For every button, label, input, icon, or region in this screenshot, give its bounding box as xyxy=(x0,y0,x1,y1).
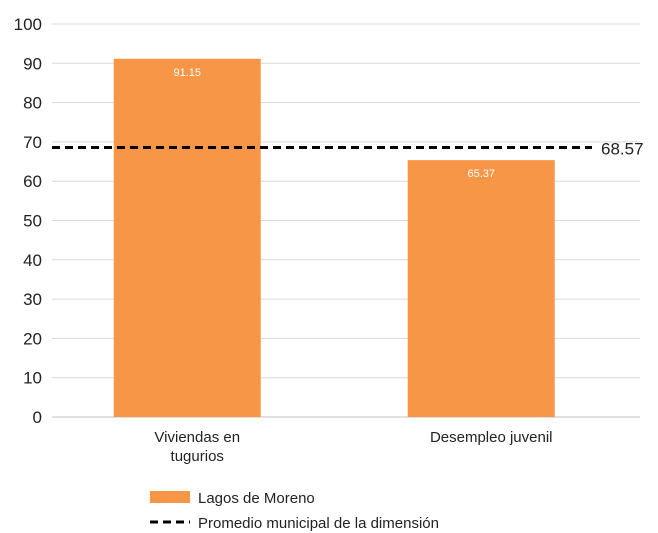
category-labels: Viviendas en tugurios Desempleo juvenil xyxy=(154,429,552,465)
legend-swatch-series xyxy=(150,491,190,503)
y-tick-label: 50 xyxy=(23,212,42,231)
bars xyxy=(113,58,555,418)
y-tick-label: 60 xyxy=(23,172,42,191)
y-tick-label: 70 xyxy=(23,133,42,152)
category-label: Viviendas en tugurios xyxy=(154,429,240,465)
legend: Lagos de Moreno Promedio municipal de la … xyxy=(150,490,439,532)
data-labels: 91.15 65.37 xyxy=(173,67,495,180)
reference-line-group: 68.57 xyxy=(52,140,644,159)
category-label: Desempleo juvenil xyxy=(430,429,553,446)
y-tick-label: 90 xyxy=(23,54,42,73)
bar xyxy=(407,160,555,418)
reference-line-label: 68.57 xyxy=(601,140,644,159)
bar xyxy=(113,58,261,418)
legend-label-reference: Promedio municipal de la dimensión xyxy=(198,515,439,532)
data-label: 65.37 xyxy=(467,168,495,180)
y-tick-label: 100 xyxy=(14,15,42,34)
y-tick-label: 20 xyxy=(23,329,42,348)
y-tick-label: 80 xyxy=(23,94,42,113)
legend-label-series: Lagos de Moreno xyxy=(198,490,315,507)
y-tick-label: 30 xyxy=(23,290,42,309)
y-axis-ticks: 0 10 20 30 40 50 60 70 80 90 100 xyxy=(14,15,42,427)
y-tick-label: 40 xyxy=(23,251,42,270)
y-tick-label: 10 xyxy=(23,369,42,388)
y-tick-label: 0 xyxy=(33,408,42,427)
data-label: 91.15 xyxy=(173,67,201,79)
